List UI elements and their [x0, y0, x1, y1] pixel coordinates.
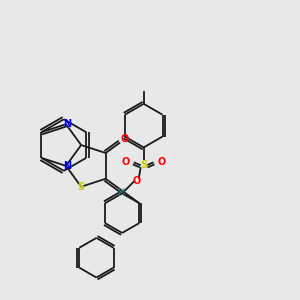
- Text: O: O: [133, 176, 141, 186]
- Text: N: N: [63, 161, 71, 171]
- Text: H: H: [118, 188, 126, 198]
- Text: O: O: [158, 157, 166, 167]
- Text: S: S: [140, 160, 147, 170]
- Text: O: O: [121, 134, 129, 144]
- Text: N: N: [63, 119, 71, 129]
- Text: S: S: [78, 182, 85, 192]
- Text: O: O: [122, 157, 130, 167]
